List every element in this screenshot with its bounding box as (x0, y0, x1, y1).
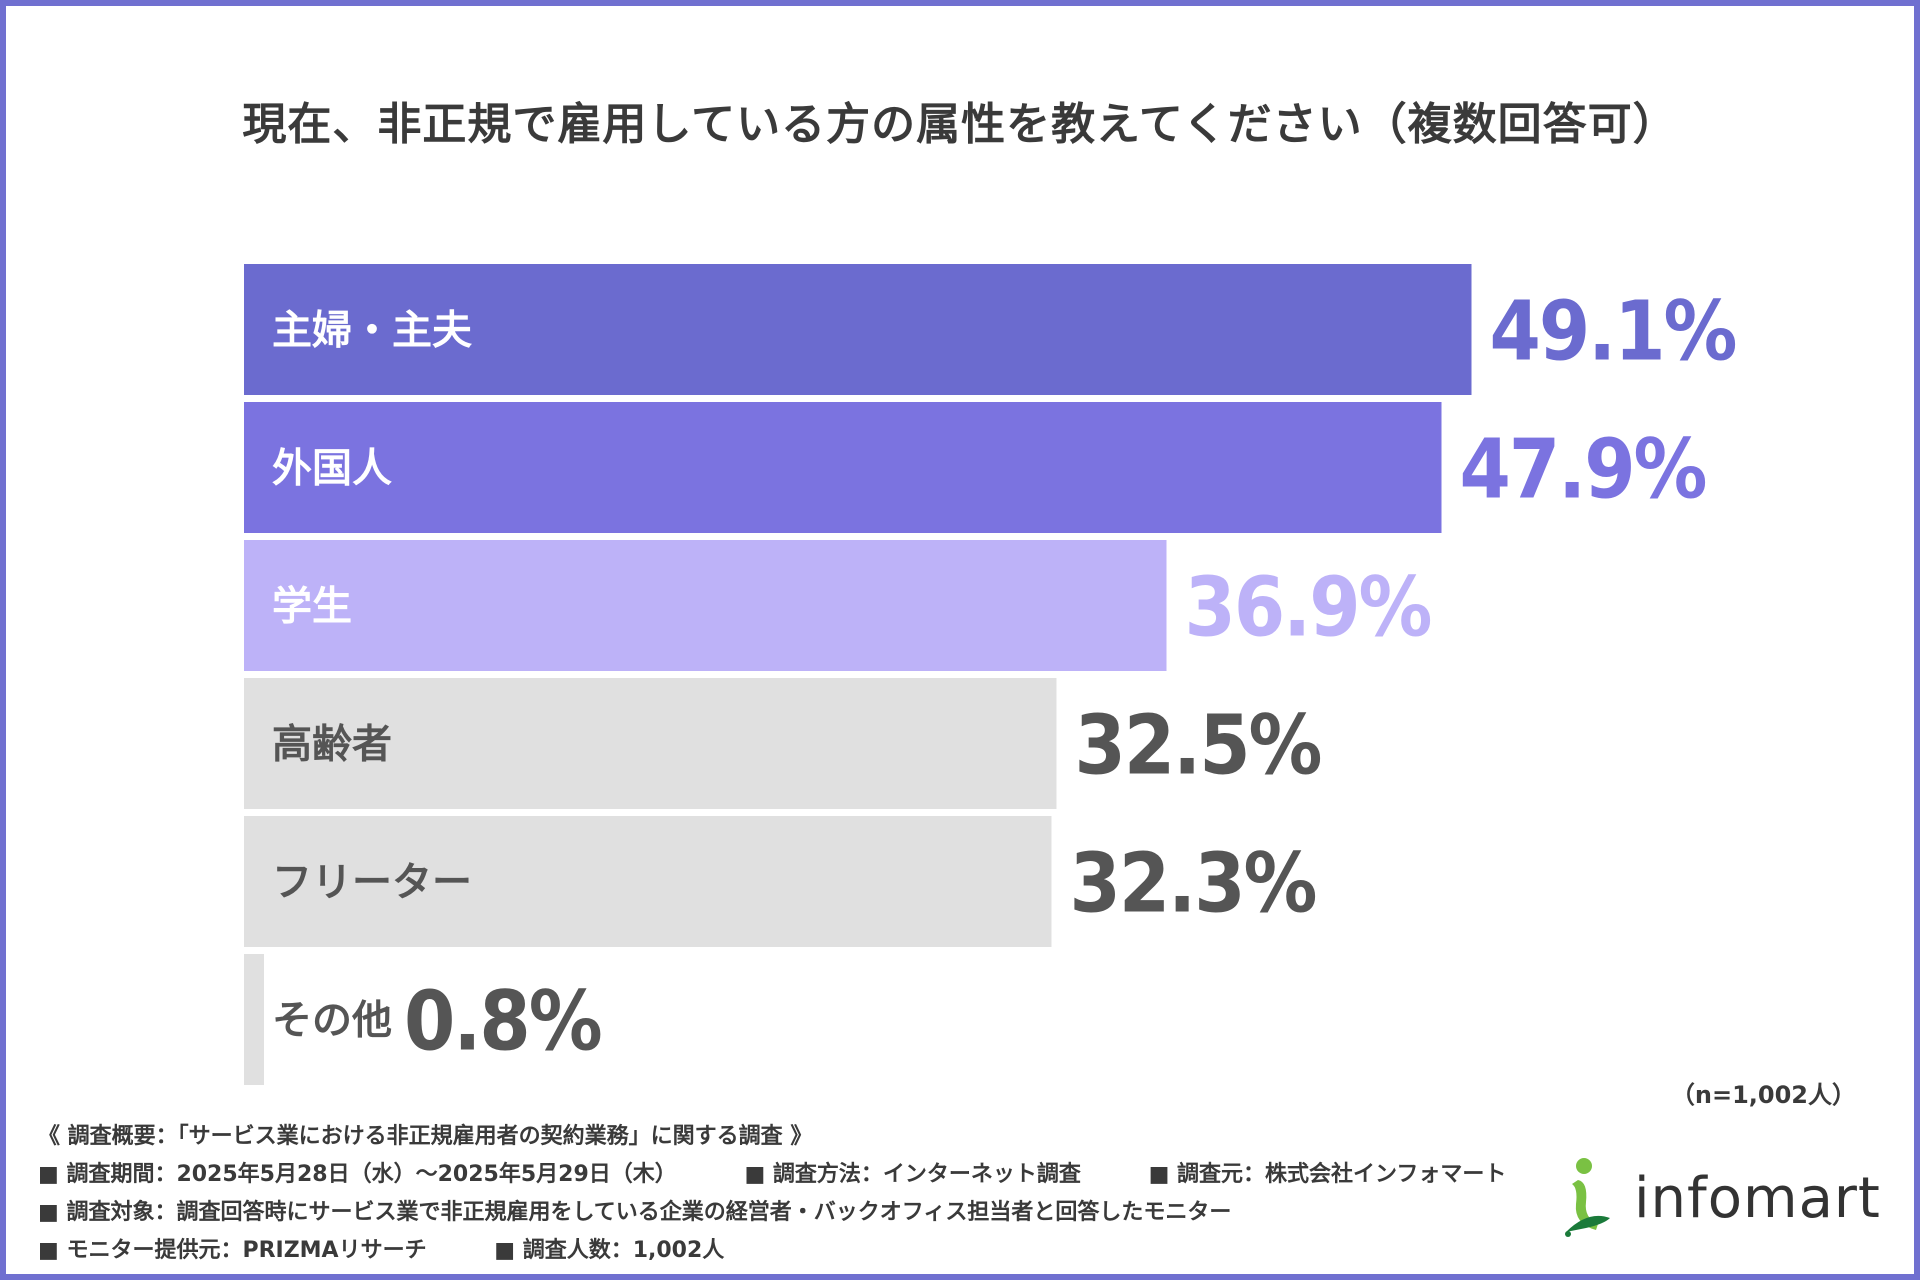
notes-method: ■ 調査方法：インターネット調査 (744, 1162, 1081, 1187)
notes-target: ■ 調査対象：調査回答時にサービス業で非正規雇用をしている企業の経営者・バックオ… (38, 1200, 1232, 1225)
bar-2 (244, 402, 1442, 533)
bar-5 (244, 816, 1052, 947)
chart-title: 現在、非正規で雇用している方の属性を教えてください（複数回答可） (242, 99, 1678, 150)
bar-label-5: フリーター (272, 860, 472, 906)
bar-label-6: その他 (272, 998, 392, 1044)
bar-label-3: 学生 (272, 584, 352, 630)
infomart-logo-text: infomart (1634, 1166, 1881, 1231)
infomart-logo: infomart (1558, 1152, 1881, 1242)
notes-row-2: ■ 調査対象：調査回答時にサービス業で非正規雇用をしている企業の経営者・バックオ… (38, 1194, 1558, 1232)
value-label-5: 32.3% (1070, 837, 1316, 932)
notes-provider: ■ モニター提供元：PRIZMAリサーチ (38, 1238, 427, 1263)
bar-3 (244, 540, 1167, 671)
notes-row-3: ■ モニター提供元：PRIZMAリサーチ ■ 調査人数：1,002人 (38, 1232, 1558, 1270)
value-label-4: 32.5% (1075, 699, 1321, 794)
bar-label-4: 高齢者 (272, 722, 392, 768)
bar-1 (244, 264, 1472, 395)
notes-heading-row: 《 調査概要：「サービス業における非正規雇用者の契約業務」に関する調査 》 (38, 1118, 1558, 1156)
notes-respondents: ■ 調査人数：1,002人 (494, 1238, 725, 1263)
value-label-6: 0.8% (404, 975, 601, 1070)
sample-size: （n=1,002人） (1670, 1081, 1856, 1109)
value-label-3: 36.9% (1185, 561, 1431, 656)
notes-heading: 《 調査概要：「サービス業における非正規雇用者の契約業務」に関する調査 》 (38, 1124, 813, 1149)
bar-label-1: 主婦・主夫 (272, 308, 473, 354)
notes-row-1: ■ 調査期間：2025年5月28日（水）～2025年5月29日（木） ■ 調査方… (38, 1156, 1558, 1194)
survey-notes: 《 調査概要：「サービス業における非正規雇用者の契約業務」に関する調査 》 ■ … (38, 1118, 1558, 1270)
bar-label-2: 外国人 (272, 446, 392, 492)
notes-source: ■ 調査元：株式会社インフォマート (1148, 1162, 1507, 1187)
infomart-logo-mark (1565, 1158, 1610, 1237)
value-label-2: 47.9% (1460, 423, 1706, 518)
value-label-1: 49.1% (1490, 285, 1736, 380)
notes-period: ■ 調査期間：2025年5月28日（水）～2025年5月29日（木） (38, 1162, 677, 1187)
bar-4 (244, 678, 1057, 809)
bar-6 (244, 954, 264, 1085)
